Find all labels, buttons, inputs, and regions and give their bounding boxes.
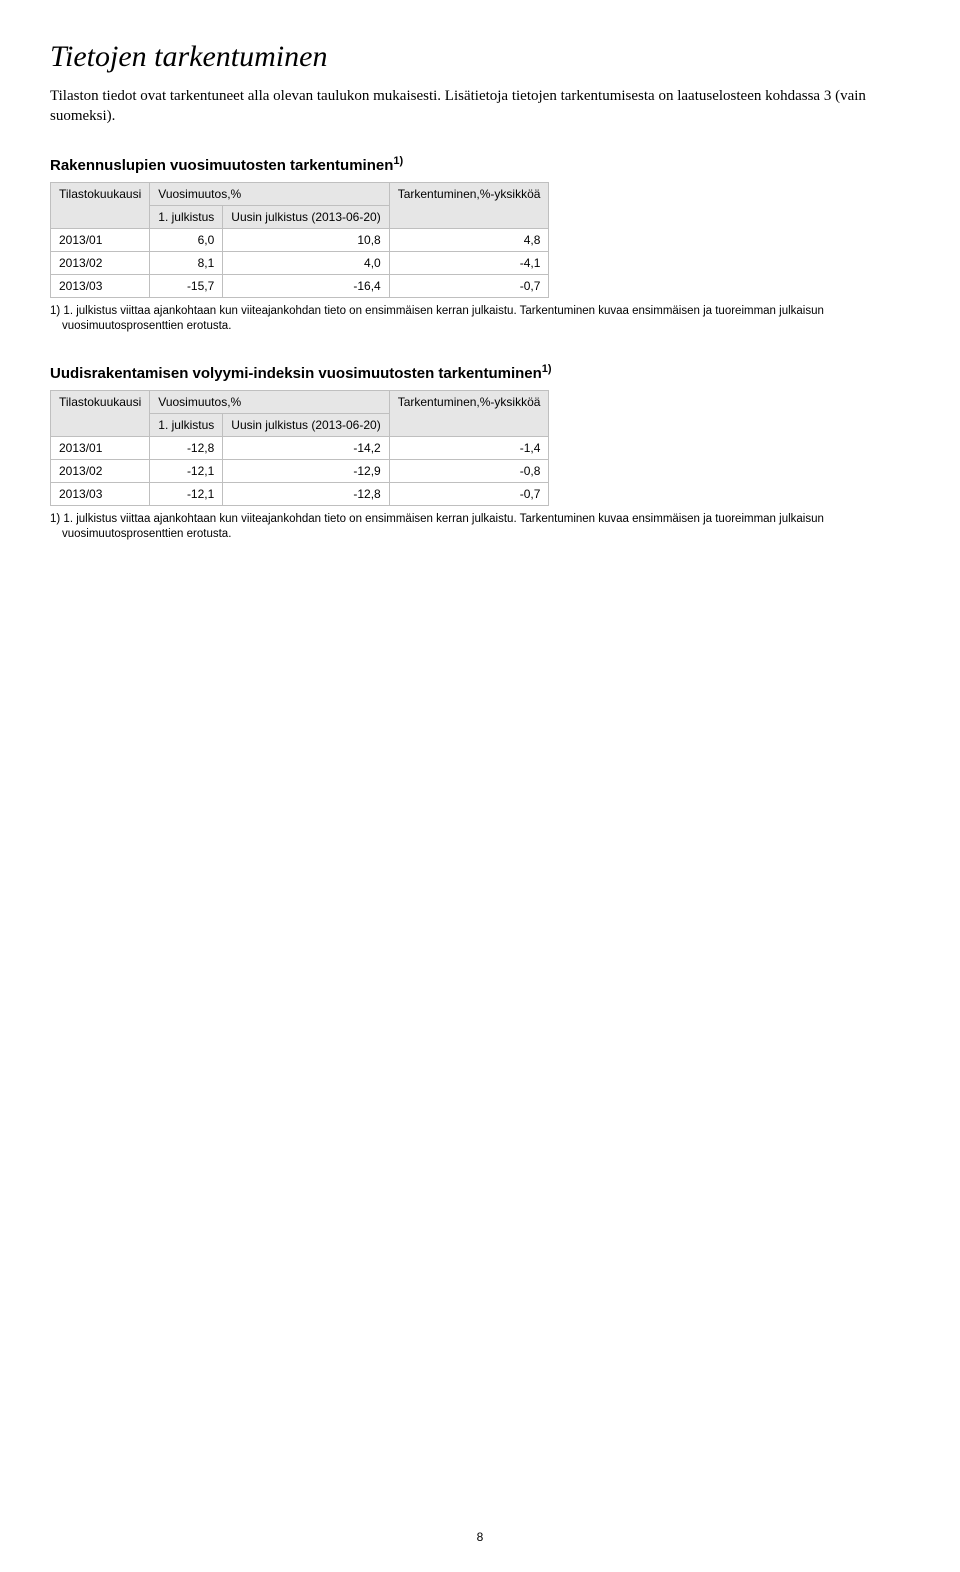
table1-r2-period: 2013/03 [51, 274, 150, 297]
section2-sup: 1) [542, 363, 552, 375]
table2-r2-v3: -0,7 [389, 482, 549, 505]
table-row: 2013/01 6,0 10,8 4,8 [51, 228, 549, 251]
section2-title-text: Uudisrakentamisen volyymi-indeksin vuosi… [50, 365, 542, 382]
table1-r1-v2: 4,0 [223, 251, 389, 274]
table1-r2-v1: -15,7 [150, 274, 223, 297]
table1-r0-period: 2013/01 [51, 228, 150, 251]
table2-r0-v2: -14,2 [223, 436, 389, 459]
table1-r1-v1: 8,1 [150, 251, 223, 274]
table1-h-sub2: Uusin julkistus (2013-06-20) [223, 205, 389, 228]
table1-r1-v3: -4,1 [389, 251, 549, 274]
section1-footnote: 1) 1. julkistus viittaa ajankohtaan kun … [50, 304, 910, 335]
intro-text: Tilaston tiedot ovat tarkentuneet alla o… [50, 86, 910, 127]
table1-h-col3: Tarkentuminen,%-yksikköä [389, 182, 549, 228]
table2-h-col1: Tilastokuukausi [51, 390, 150, 436]
table1-header-row1: Tilastokuukausi Vuosimuutos,% Tarkentumi… [51, 182, 549, 205]
table-row: 2013/03 -12,1 -12,8 -0,7 [51, 482, 549, 505]
table2-r0-v1: -12,8 [150, 436, 223, 459]
table-row: 2013/02 -12,1 -12,9 -0,8 [51, 459, 549, 482]
table2-h-sub2: Uusin julkistus (2013-06-20) [223, 413, 389, 436]
table2-h-col3: Tarkentuminen,%-yksikköä [389, 390, 549, 436]
section1-title: Rakennuslupien vuosimuutosten tarkentumi… [50, 155, 910, 174]
table1-r0-v2: 10,8 [223, 228, 389, 251]
main-title: Tietojen tarkentuminen [50, 40, 910, 74]
section1-sup: 1) [393, 155, 403, 167]
table-row: 2013/03 -15,7 -16,4 -0,7 [51, 274, 549, 297]
table2-h-sub1: 1. julkistus [150, 413, 223, 436]
section2-footnote: 1) 1. julkistus viittaa ajankohtaan kun … [50, 512, 910, 543]
table2-r1-period: 2013/02 [51, 459, 150, 482]
table2-r0-period: 2013/01 [51, 436, 150, 459]
table1-r0-v1: 6,0 [150, 228, 223, 251]
table2-r2-v1: -12,1 [150, 482, 223, 505]
table2-r1-v3: -0,8 [389, 459, 549, 482]
table2-r2-v2: -12,8 [223, 482, 389, 505]
table1-r2-v2: -16,4 [223, 274, 389, 297]
table1-h-col2: Vuosimuutos,% [150, 182, 389, 205]
table2-header-row1: Tilastokuukausi Vuosimuutos,% Tarkentumi… [51, 390, 549, 413]
table2-h-col2: Vuosimuutos,% [150, 390, 389, 413]
table-row: 2013/02 8,1 4,0 -4,1 [51, 251, 549, 274]
table2-r1-v1: -12,1 [150, 459, 223, 482]
table1-r0-v3: 4,8 [389, 228, 549, 251]
table2-r0-v3: -1,4 [389, 436, 549, 459]
table1-r1-period: 2013/02 [51, 251, 150, 274]
section2-title: Uudisrakentamisen volyymi-indeksin vuosi… [50, 363, 910, 382]
table1: Tilastokuukausi Vuosimuutos,% Tarkentumi… [50, 182, 549, 298]
table1-r2-v3: -0,7 [389, 274, 549, 297]
section1-title-text: Rakennuslupien vuosimuutosten tarkentumi… [50, 157, 393, 174]
table2-r2-period: 2013/03 [51, 482, 150, 505]
table2: Tilastokuukausi Vuosimuutos,% Tarkentumi… [50, 390, 549, 506]
table1-h-col1: Tilastokuukausi [51, 182, 150, 228]
table1-h-sub1: 1. julkistus [150, 205, 223, 228]
table-row: 2013/01 -12,8 -14,2 -1,4 [51, 436, 549, 459]
page-number: 8 [0, 1530, 960, 1544]
table2-r1-v2: -12,9 [223, 459, 389, 482]
